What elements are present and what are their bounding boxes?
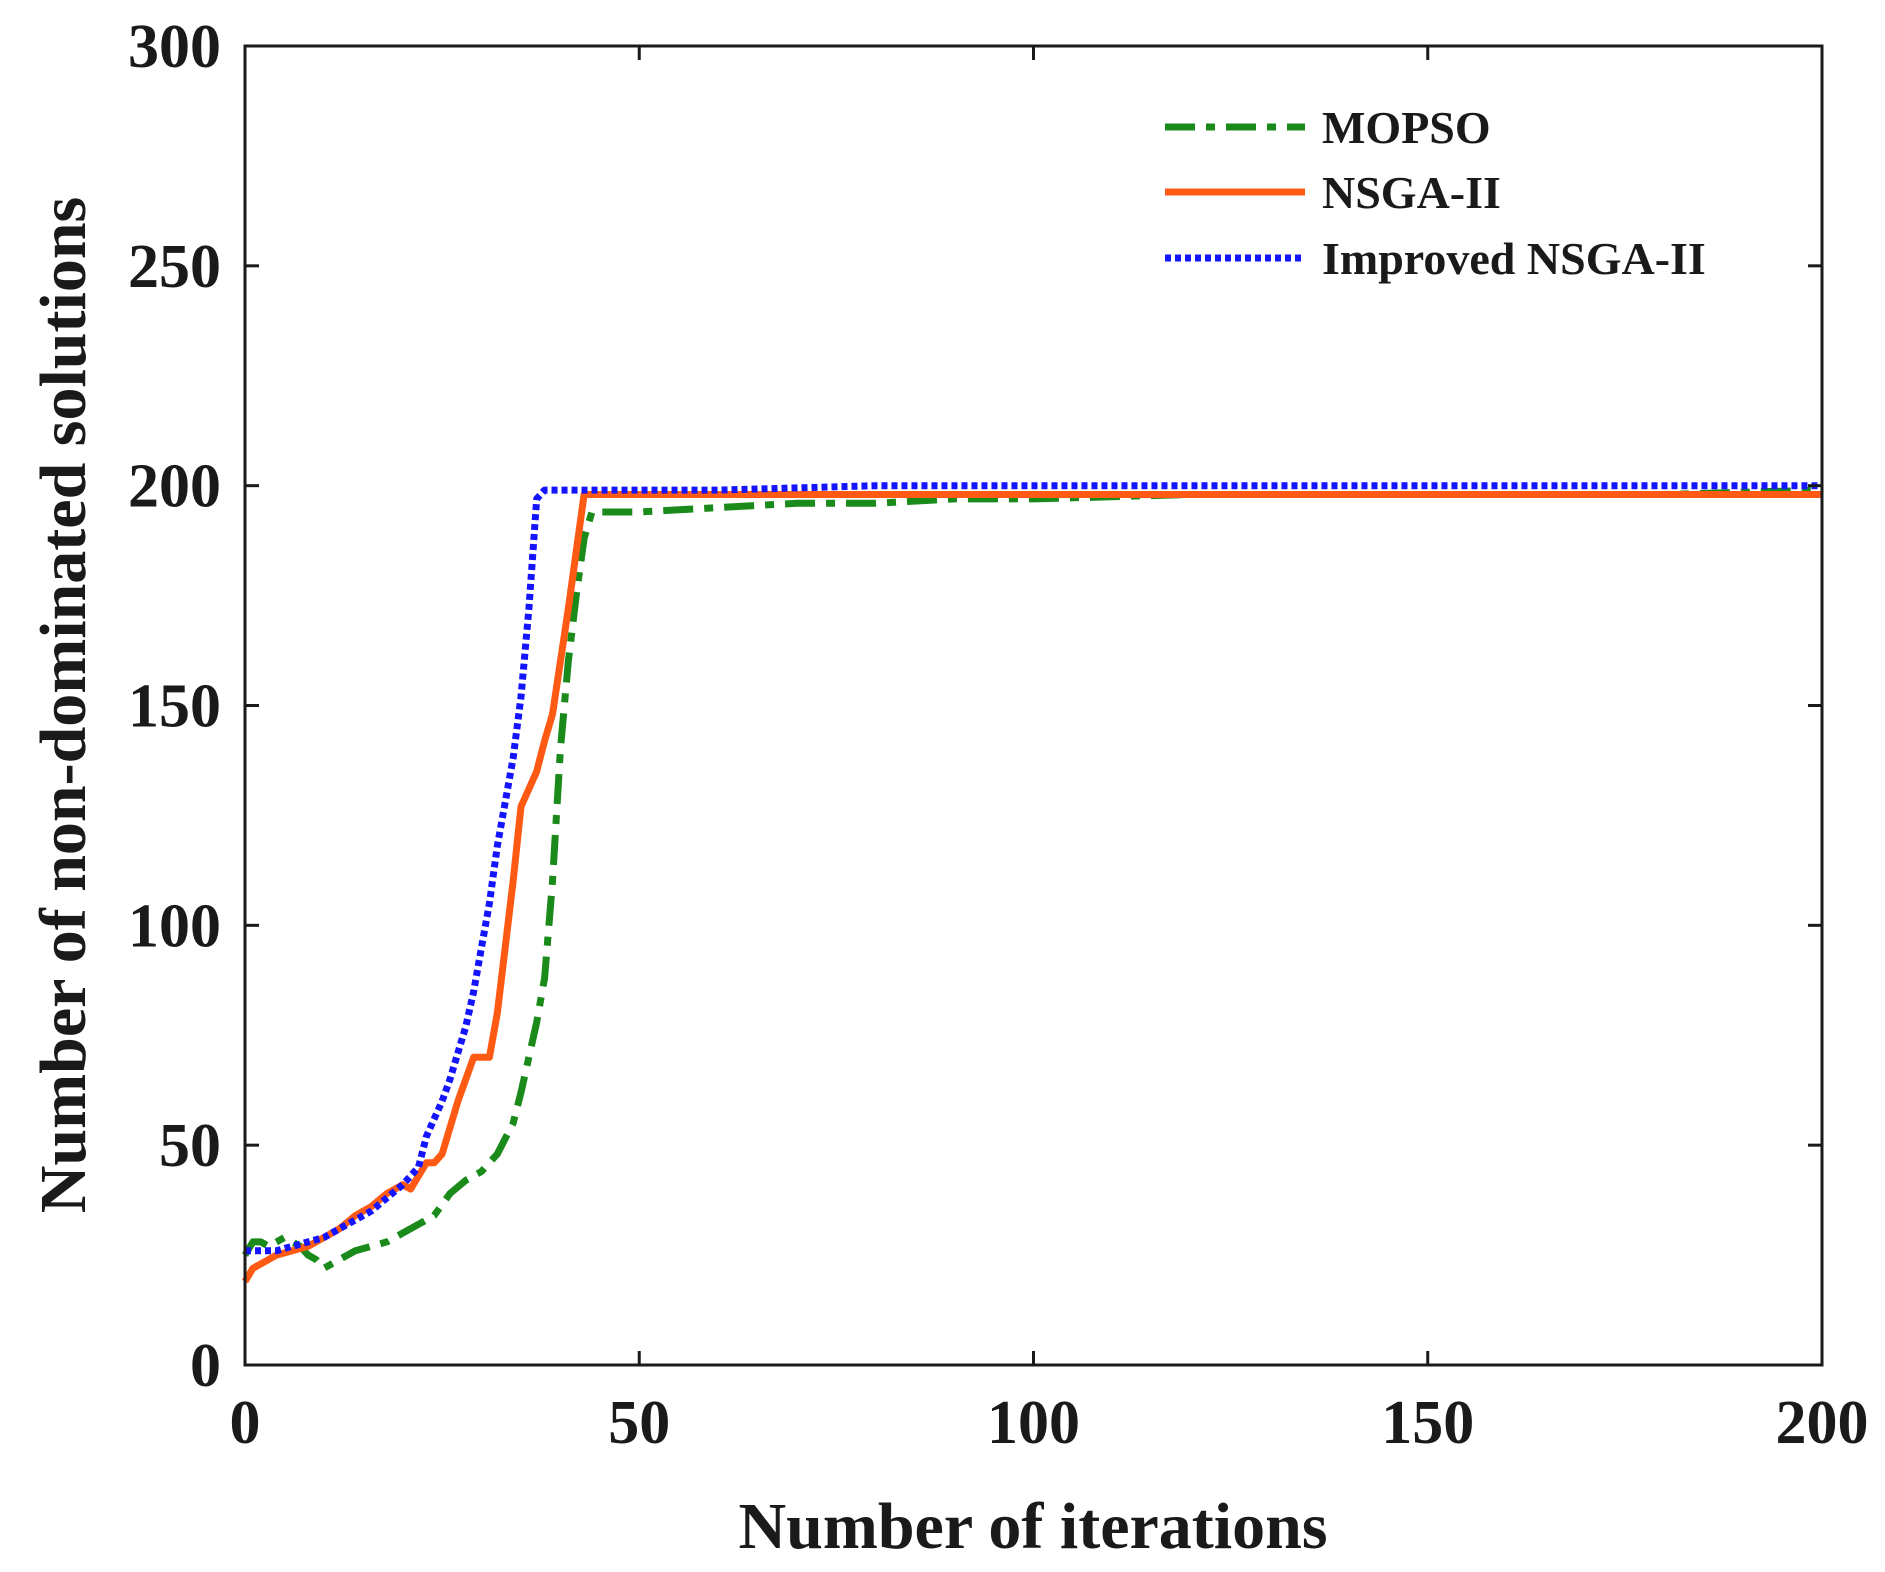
- y-tick-label: 0: [190, 1332, 221, 1400]
- y-axis-title: Number of non-dominated solutions: [27, 197, 100, 1213]
- y-tick-label: 300: [128, 13, 221, 81]
- series-line-improved-nsga-ii: [245, 482, 1822, 1255]
- x-tick-label: 50: [608, 1389, 670, 1457]
- x-tick-label: 0: [230, 1389, 261, 1457]
- legend-label: Improved NSGA-II: [1322, 233, 1706, 284]
- labels-layer: 0 50 100 150 200 0 50 100 150 200 250 300: [128, 13, 1869, 1457]
- series-layer: [241, 482, 1823, 1284]
- y-tick-label: 150: [128, 673, 221, 741]
- legend-label: NSGA-II: [1322, 167, 1501, 218]
- legend: MOPSO NSGA-II Improved NSGA-II: [1165, 102, 1706, 284]
- x-tick-label: 100: [987, 1389, 1080, 1457]
- y-tick-label: 200: [128, 453, 221, 521]
- x-tick-label: 150: [1381, 1389, 1474, 1457]
- x-tick-label: 200: [1776, 1389, 1869, 1457]
- legend-label: MOPSO: [1322, 102, 1491, 153]
- y-tick-label: 250: [128, 233, 221, 301]
- ticks-layer: [243, 44, 1824, 1367]
- y-tick-label: 50: [159, 1112, 221, 1180]
- plot-background: [245, 46, 1822, 1365]
- x-axis-title: Number of iterations: [738, 1490, 1327, 1563]
- y-tick-label: 100: [128, 892, 221, 960]
